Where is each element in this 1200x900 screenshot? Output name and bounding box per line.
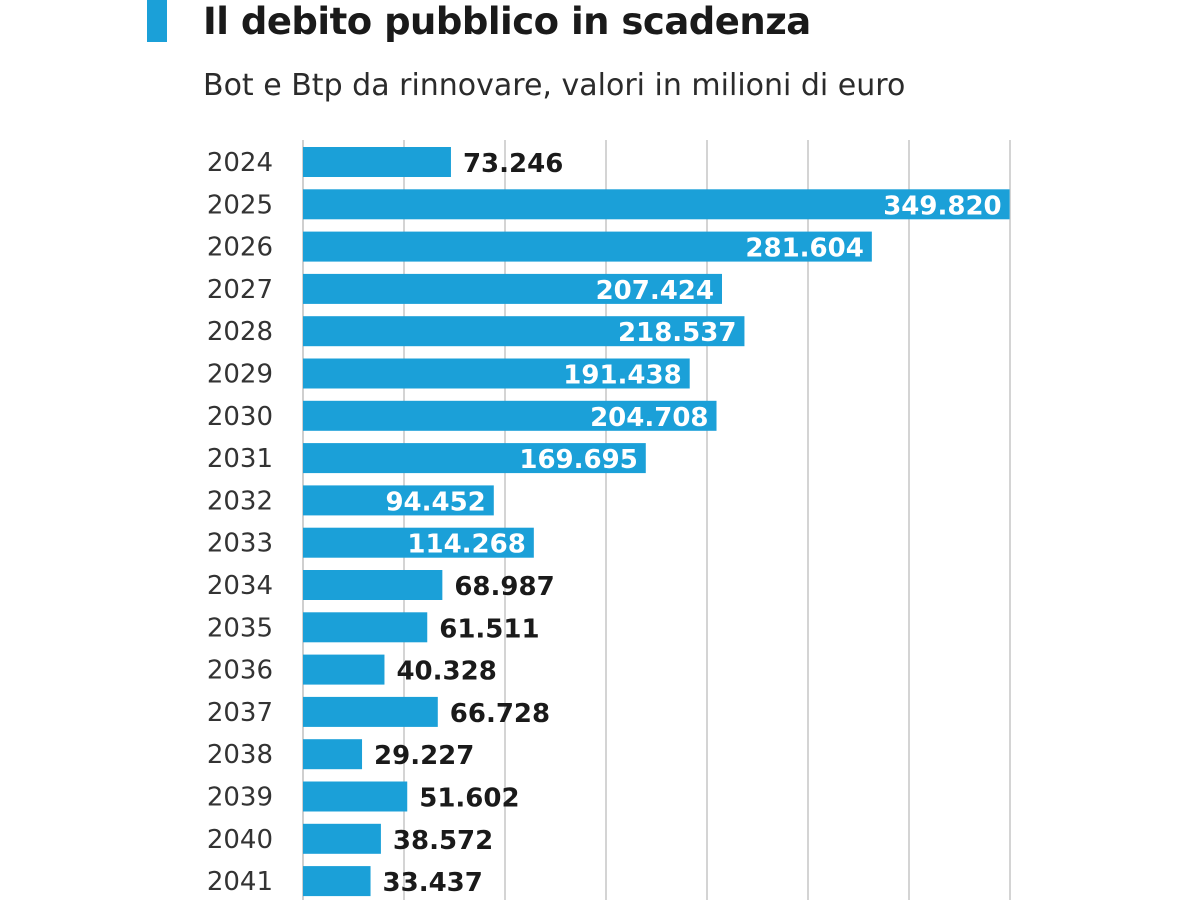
value-label: 204.708 (590, 403, 708, 433)
bar (303, 696, 438, 727)
bar (303, 400, 717, 431)
year-tick-label: 2024 (207, 148, 273, 178)
bar (303, 273, 722, 304)
value-label: 94.452 (385, 487, 485, 517)
year-tick-label: 2039 (207, 783, 273, 813)
bar (303, 443, 646, 474)
bar (303, 358, 690, 389)
bar (303, 823, 381, 854)
value-label: 68.987 (454, 572, 554, 602)
bar (303, 147, 451, 177)
value-label: 281.604 (745, 234, 863, 264)
bar (303, 527, 534, 558)
bar (303, 189, 1010, 220)
year-tick-label: 2035 (207, 613, 273, 643)
year-tick-label: 2025 (207, 190, 273, 220)
value-label: 61.511 (439, 614, 539, 644)
bar (303, 231, 872, 262)
value-label: 29.227 (374, 741, 474, 771)
year-tick-label: 2032 (207, 486, 273, 516)
year-tick-label: 2029 (207, 360, 273, 390)
year-tick-label: 2033 (207, 529, 273, 559)
year-tick-label: 2034 (207, 571, 273, 601)
bar (303, 570, 443, 600)
chart-title: Il debito pubblico in scadenza (203, 0, 811, 43)
year-tick-label: 2028 (207, 317, 273, 347)
value-label: 51.602 (419, 784, 519, 814)
bar (303, 485, 494, 516)
year-tick-label: 2040 (207, 825, 273, 855)
bar (303, 866, 371, 897)
bar (303, 654, 385, 685)
value-label: 40.328 (396, 657, 496, 687)
value-label: 349.820 (883, 191, 1001, 221)
bar (303, 316, 745, 347)
year-tick-label: 2037 (207, 698, 273, 728)
value-label: 191.438 (563, 361, 681, 391)
year-tick-label: 2036 (207, 656, 273, 686)
bar (303, 739, 363, 770)
bar (303, 612, 428, 643)
year-tick-label: 2026 (207, 233, 273, 263)
year-tick-label: 2041 (207, 867, 273, 897)
title-accent-bar (147, 0, 167, 42)
bar (303, 781, 408, 812)
value-label: 73.246 (463, 149, 563, 179)
value-label: 207.424 (596, 276, 714, 306)
value-label: 66.728 (450, 699, 550, 729)
value-label: 114.268 (407, 530, 525, 560)
year-tick-label: 2027 (207, 275, 273, 305)
value-label: 169.695 (519, 445, 637, 475)
year-tick-label: 2038 (207, 740, 273, 770)
value-label: 33.437 (383, 868, 483, 898)
year-tick-label: 2031 (207, 444, 273, 474)
chart-subtitle: Bot e Btp da rinnovare, valori in milion… (203, 68, 906, 103)
year-tick-label: 2030 (207, 402, 273, 432)
value-label: 218.537 (618, 318, 736, 348)
value-label: 38.572 (393, 826, 493, 856)
